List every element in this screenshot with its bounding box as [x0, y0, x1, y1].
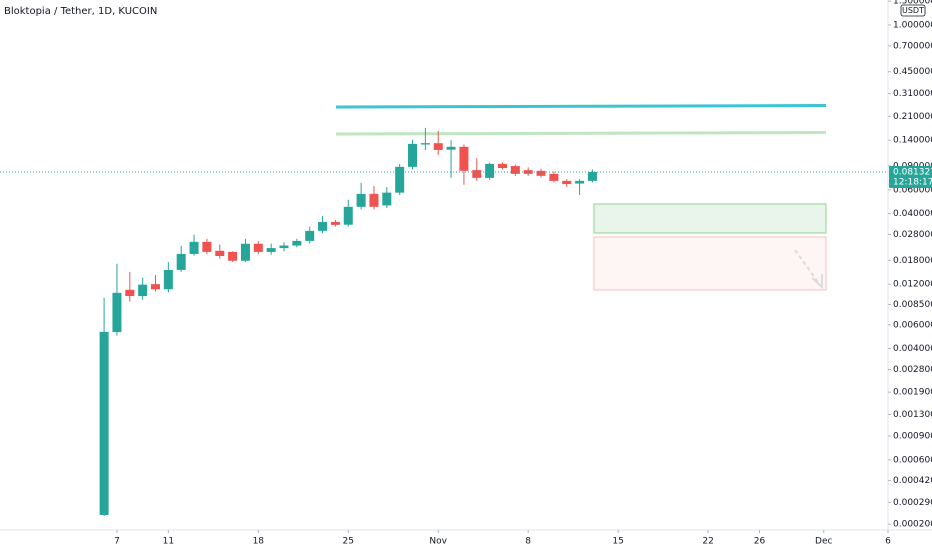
candle-body	[150, 284, 160, 290]
candle-body	[446, 146, 456, 150]
candle-body	[420, 143, 430, 145]
candle-body	[215, 250, 225, 257]
y-tick-label: 0.700000	[893, 41, 932, 51]
x-tick-label: 18	[253, 537, 265, 547]
y-tick-label: 0.028000	[893, 230, 932, 240]
y-tick-label: 0.040000	[893, 209, 932, 219]
y-tick-label: 0.018000	[893, 256, 932, 266]
x-tick-label: 7	[114, 537, 120, 547]
candle-body	[356, 193, 366, 207]
y-tick-label: 0.002800	[893, 365, 932, 375]
target-zone	[593, 203, 827, 234]
candle-body	[575, 180, 585, 184]
y-tick-label: 1.000000	[893, 20, 932, 30]
candle-body	[318, 221, 328, 231]
y-tick-label: 0.001300	[893, 410, 932, 420]
y-tick-label: 0.210000	[893, 112, 932, 122]
y-tick-label: 0.004000	[893, 344, 932, 354]
candle-body	[459, 146, 469, 171]
candle-body	[99, 331, 109, 515]
stop-zone	[593, 236, 827, 291]
candle-body	[395, 166, 405, 193]
candle-body	[497, 163, 507, 169]
x-tick-label: 15	[612, 537, 623, 547]
x-tick-label: Dec	[815, 537, 832, 547]
candle-body	[125, 289, 135, 297]
y-tick-label: 0.000420	[893, 476, 932, 486]
y-tick-label: 0.310000	[893, 89, 932, 99]
candle-body	[253, 243, 263, 252]
y-tick-label: 0.001900	[893, 388, 932, 398]
candle-body	[587, 172, 597, 181]
y-tick-label: 0.000290	[893, 498, 932, 508]
y-tick-label: 0.000200	[893, 520, 932, 530]
y-tick-label: 0.006000	[893, 320, 932, 330]
candle-body	[266, 248, 276, 252]
y-tick-label: 0.060000	[893, 185, 932, 195]
last-price-box	[889, 166, 932, 189]
candle-body	[382, 192, 392, 206]
candle-body	[202, 241, 212, 252]
candle-body	[292, 240, 302, 246]
candle-body	[163, 269, 173, 290]
candle-body	[562, 180, 572, 185]
countdown-label: 12:18:17	[893, 178, 932, 188]
candle-body	[433, 143, 443, 150]
candle-body	[369, 193, 379, 207]
resistance-line	[335, 131, 827, 136]
candle-body	[189, 241, 199, 254]
candle-body	[536, 170, 546, 176]
x-tick-label: 11	[163, 537, 174, 547]
x-tick-label: 8	[525, 537, 531, 547]
x-tick-label: Nov	[429, 537, 447, 547]
resistance-line	[335, 104, 827, 109]
y-tick-label: 1.500000	[893, 0, 932, 7]
candle-body	[485, 163, 495, 178]
y-tick-label: 0.000600	[893, 455, 932, 465]
y-tick-label: 0.000900	[893, 431, 932, 441]
x-tick-label: 22	[702, 537, 713, 547]
candle-body	[408, 143, 418, 167]
projection-arrowhead	[811, 274, 823, 290]
last-price-label: 0.081327	[893, 168, 932, 178]
candle-body	[279, 245, 289, 249]
candle-body	[343, 206, 353, 225]
chart-title: Bloktopia / Tether, 1D, KUCOIN	[4, 6, 157, 17]
candle-body	[228, 251, 238, 261]
candle-body	[176, 253, 186, 270]
x-tick-label: 26	[754, 537, 766, 547]
candle-body	[510, 166, 520, 174]
candle-body	[112, 292, 122, 333]
candle-body	[549, 173, 559, 181]
candle-body	[472, 170, 482, 178]
candle-body	[305, 230, 315, 241]
candle-body	[330, 221, 340, 225]
candle-body	[138, 284, 148, 297]
y-tick-label: 0.450000	[893, 67, 932, 77]
x-tick-label: 6	[885, 537, 891, 547]
currency-badge	[900, 4, 926, 17]
candle-body	[240, 243, 250, 261]
x-tick-label: 25	[343, 537, 354, 547]
y-tick-label: 0.012000	[893, 280, 932, 290]
y-tick-label: 0.140000	[893, 136, 932, 146]
y-tick-label: 0.008500	[893, 300, 932, 310]
currency-label: USDT	[902, 6, 924, 15]
